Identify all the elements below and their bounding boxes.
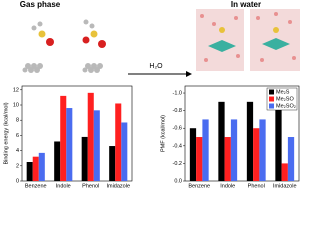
bar bbox=[281, 163, 288, 181]
y-tick-label: -1.0 bbox=[173, 90, 182, 96]
bar bbox=[218, 101, 225, 181]
y-tick-label: 8 bbox=[16, 118, 19, 124]
bar bbox=[109, 146, 116, 181]
y-tick-label: 0.0 bbox=[174, 178, 182, 184]
legend-swatch bbox=[269, 89, 274, 95]
bar bbox=[202, 119, 209, 181]
x-tick-label: Phenol bbox=[248, 183, 265, 189]
y-tick-label: -0.6 bbox=[173, 126, 182, 132]
bar bbox=[26, 162, 33, 181]
x-tick-label: Phenol bbox=[82, 183, 99, 189]
bar bbox=[189, 128, 197, 181]
plot-frame bbox=[184, 85, 300, 182]
x-tick-label: Imidazole bbox=[106, 183, 130, 189]
bar bbox=[93, 110, 100, 181]
bar bbox=[196, 137, 203, 181]
bar bbox=[66, 108, 73, 181]
water-snapshots bbox=[196, 9, 300, 71]
y-tick-label: 2 bbox=[16, 163, 19, 169]
legend-swatch bbox=[269, 103, 274, 109]
bar bbox=[230, 119, 238, 181]
legend-label: Me₂S bbox=[276, 89, 290, 95]
bar bbox=[246, 101, 254, 181]
bar bbox=[115, 103, 122, 181]
y-tick-label: -0.2 bbox=[173, 161, 182, 167]
bar bbox=[38, 152, 45, 181]
y-tick-label: 0 bbox=[16, 178, 19, 184]
arrow bbox=[128, 71, 192, 77]
x-tick-label: Benzene bbox=[188, 183, 210, 189]
bar bbox=[259, 119, 266, 181]
y-tick-label: 10 bbox=[13, 102, 19, 108]
y-tick-label: 12 bbox=[13, 87, 19, 93]
legend-label: Me₂SO₂ bbox=[276, 103, 296, 109]
y-tick-label: -0.4 bbox=[173, 143, 182, 149]
legend-label: Me₂SO bbox=[276, 96, 294, 102]
bar bbox=[81, 136, 88, 181]
bar bbox=[60, 95, 67, 181]
y-axis-label: Binding energy (kcal/mol) bbox=[3, 102, 9, 164]
bar bbox=[54, 141, 61, 181]
chart-title: In water bbox=[231, 0, 261, 9]
x-tick-label: Indole bbox=[56, 183, 71, 189]
legend-swatch bbox=[269, 96, 274, 102]
x-tick-label: Imidazole bbox=[273, 183, 297, 189]
chart-title: Gas phase bbox=[20, 0, 61, 9]
y-tick-label: 6 bbox=[16, 133, 19, 139]
y-tick-label: 4 bbox=[16, 148, 19, 154]
bar bbox=[121, 122, 128, 181]
plot-frame bbox=[21, 85, 133, 182]
legend-box bbox=[266, 87, 298, 111]
bar bbox=[275, 93, 282, 181]
figure: H₂O Gas phase Binding energy (kcal/mol) 0 2… bbox=[3, 0, 300, 189]
bar bbox=[32, 156, 39, 181]
bar bbox=[224, 137, 231, 181]
arrow-label: H₂O bbox=[149, 63, 163, 70]
y-axis-label: PMF (kcal/mol) bbox=[160, 115, 166, 152]
gas-molecules bbox=[22, 19, 106, 73]
bar bbox=[287, 137, 295, 181]
x-tick-label: Benzene bbox=[25, 183, 47, 189]
x-tick-label: Indole bbox=[220, 183, 235, 189]
y-tick-label: -0.8 bbox=[173, 108, 182, 114]
bar bbox=[253, 128, 260, 181]
bar bbox=[87, 92, 94, 181]
